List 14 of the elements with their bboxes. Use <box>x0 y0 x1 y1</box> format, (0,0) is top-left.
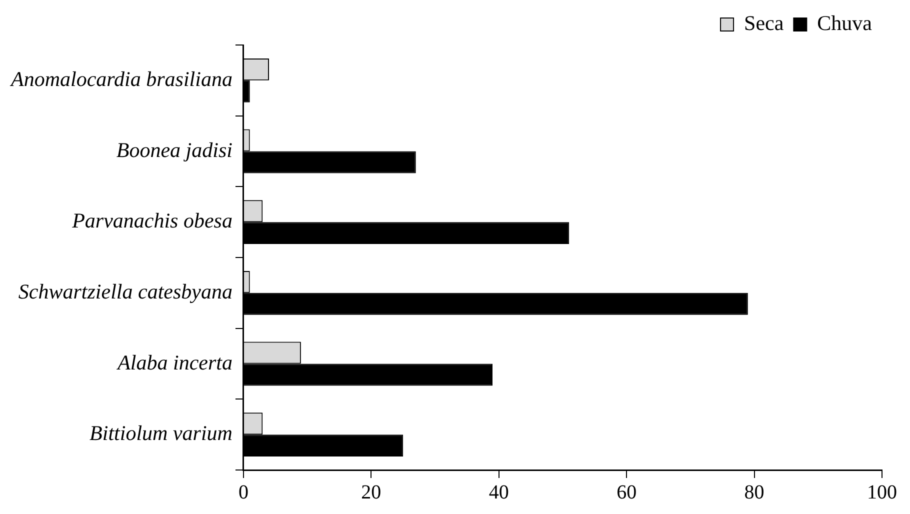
x-tick-label: 60 <box>616 481 637 504</box>
x-tick-label: 0 <box>238 481 248 504</box>
x-tick-label: 20 <box>361 481 382 504</box>
x-tick-label: 80 <box>744 481 764 504</box>
legend-label: Chuva <box>817 11 873 36</box>
y-tick-label: Alaba incerta <box>116 350 232 374</box>
y-tick-label: Bittiolum varium <box>90 421 232 446</box>
y-tick-label: Parvanachis obesa <box>71 208 232 233</box>
x-tick-label: 100 <box>867 481 897 504</box>
y-tick-label: Anomalocardia brasiliana <box>8 66 232 91</box>
x-tick-label: 40 <box>488 481 509 504</box>
y-tick-label: Boonea jadisi <box>116 138 233 162</box>
y-tick-label: Schwartziella catesbyana <box>18 279 232 304</box>
legend-label: Seca <box>744 11 784 36</box>
